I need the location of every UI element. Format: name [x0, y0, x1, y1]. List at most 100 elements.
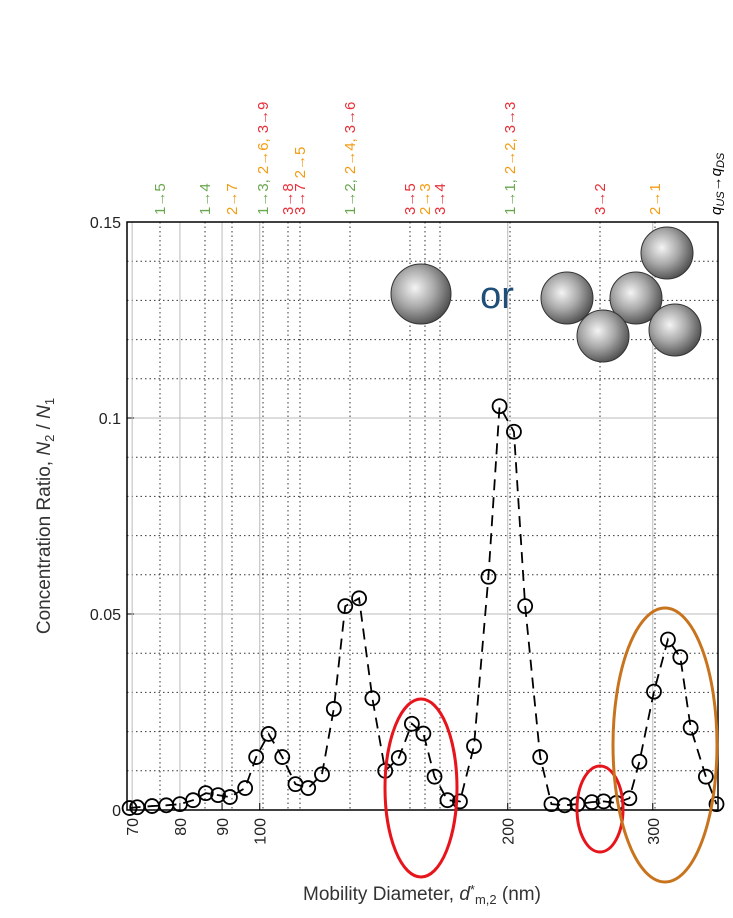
y-tick-label: 0.05 — [90, 607, 121, 624]
transition-label: 1→1, 2→2, 3→3 — [502, 102, 519, 215]
y-axis-label-part: / — [34, 419, 55, 435]
transition-label-part: 2→5 — [292, 147, 309, 179]
highlight-ellipses — [383, 606, 719, 884]
y-axis-label-part: Concentration Ratio, — [34, 456, 55, 635]
data-point — [364, 690, 381, 707]
data-point — [646, 683, 662, 700]
y-tick-label: 0.15 — [90, 215, 121, 232]
transition-label-part: 3→6 — [342, 102, 359, 134]
x-tick-label: 70 — [125, 818, 142, 836]
transition-label: qUS→qDS — [708, 152, 727, 215]
transition-label-part: 3→2 — [592, 183, 609, 215]
data-point — [222, 789, 238, 805]
data-line — [129, 403, 718, 809]
y-axis-label-part: 2 — [42, 435, 57, 442]
transition-label-part: 3→3 — [502, 102, 519, 134]
highlight-ellipse — [383, 697, 459, 879]
highlight-ellipse — [575, 764, 625, 854]
data-point — [314, 766, 330, 783]
data-point — [556, 797, 573, 814]
sphere — [576, 309, 630, 363]
transition-label-part: 1→2, — [342, 179, 359, 215]
transition-label-part: 2→7 — [224, 183, 241, 215]
transition-label-part: q — [708, 206, 725, 215]
x-tick-label: 80 — [173, 818, 190, 836]
data-point — [631, 753, 648, 770]
transition-label: 3→2 — [592, 183, 609, 215]
data-point — [682, 719, 699, 736]
transition-label-part: 1→1, — [502, 179, 519, 215]
x-tick-label: 100 — [253, 818, 270, 845]
data-point — [300, 780, 317, 796]
data-point — [708, 796, 725, 813]
transition-label-part: 2→6, — [255, 138, 272, 174]
sphere — [609, 271, 663, 325]
transition-label: 2→7 — [224, 183, 241, 215]
data-point — [185, 792, 201, 809]
transition-label: 1→3, 2→6, 3→9 — [255, 102, 272, 215]
transition-label-part: 2→2, — [502, 138, 519, 174]
data-point — [210, 787, 226, 804]
transition-label-part: 2→1 — [647, 183, 664, 215]
data-point — [480, 568, 497, 585]
transition-label: 1→5 — [152, 183, 169, 215]
data-point — [351, 590, 367, 607]
x-axis-label-part: m,2 — [475, 892, 497, 907]
data-point — [595, 793, 612, 810]
data-point — [274, 749, 291, 765]
data-point — [517, 598, 534, 615]
y-axis-label-part: 1 — [42, 398, 57, 405]
data-point — [337, 598, 354, 615]
data-point — [660, 631, 676, 648]
data-point — [121, 800, 138, 816]
x-tick-label: 200 — [501, 818, 518, 845]
x-axis-label-part: d — [459, 884, 471, 905]
data-point — [248, 749, 265, 765]
transition-label: 1→4 — [197, 183, 214, 215]
transition-label-part: 1→3, — [255, 179, 272, 215]
x-tick-label: 90 — [215, 818, 232, 836]
transition-label-part: US — [715, 191, 727, 207]
data-point — [390, 749, 407, 766]
data-point — [415, 725, 432, 742]
x-axis-label: Mobility Diameter, d*m,2 (nm) — [303, 882, 541, 907]
transition-label-part: 3→9 — [255, 102, 272, 134]
transition-label: 3→4 — [432, 183, 449, 215]
transition-label-part: 3→4 — [432, 183, 449, 215]
data-point — [583, 794, 600, 811]
data-point — [452, 793, 468, 810]
transition-label: 3→5 — [402, 183, 419, 215]
transition-label-part: 3→5 — [402, 183, 419, 215]
data-point — [325, 700, 342, 717]
sphere — [648, 303, 702, 357]
data-point — [672, 649, 689, 666]
x-axis-label-part: Mobility Diameter, — [303, 884, 459, 905]
axes-frame — [126, 221, 719, 811]
sphere — [640, 226, 694, 280]
y-axis-label-part: N — [34, 442, 55, 456]
y-tick-label: 0 — [112, 803, 121, 820]
data-point — [260, 726, 277, 742]
illustration-text: or — [480, 275, 514, 317]
data-point — [506, 423, 522, 440]
y-axis-label-part: N — [34, 405, 55, 419]
transition-label: 2→1 — [647, 183, 664, 215]
data-point — [491, 398, 508, 415]
y-axis-label: Concentration Ratio, N2 / N1 — [34, 398, 57, 634]
y-tick-label: 0.1 — [99, 411, 121, 428]
x-tick-label: 300 — [646, 818, 663, 845]
data-point — [466, 738, 482, 755]
highlight-ellipse — [611, 606, 719, 884]
data-point — [426, 768, 443, 785]
transition-label-part: 1→5 — [152, 183, 169, 215]
transition-label: 3→8 — [280, 183, 297, 215]
transition-label-part: →q — [708, 167, 725, 191]
data-point — [197, 785, 214, 802]
transition-label: 1→2, 2→4, 3→6 — [342, 102, 359, 215]
x-axis-label-part: (nm) — [497, 884, 541, 905]
data-point — [439, 792, 456, 809]
transition-label: 3→72→5 — [292, 147, 309, 215]
data-point — [403, 715, 420, 732]
data-point — [532, 749, 549, 765]
sphere — [540, 271, 594, 325]
